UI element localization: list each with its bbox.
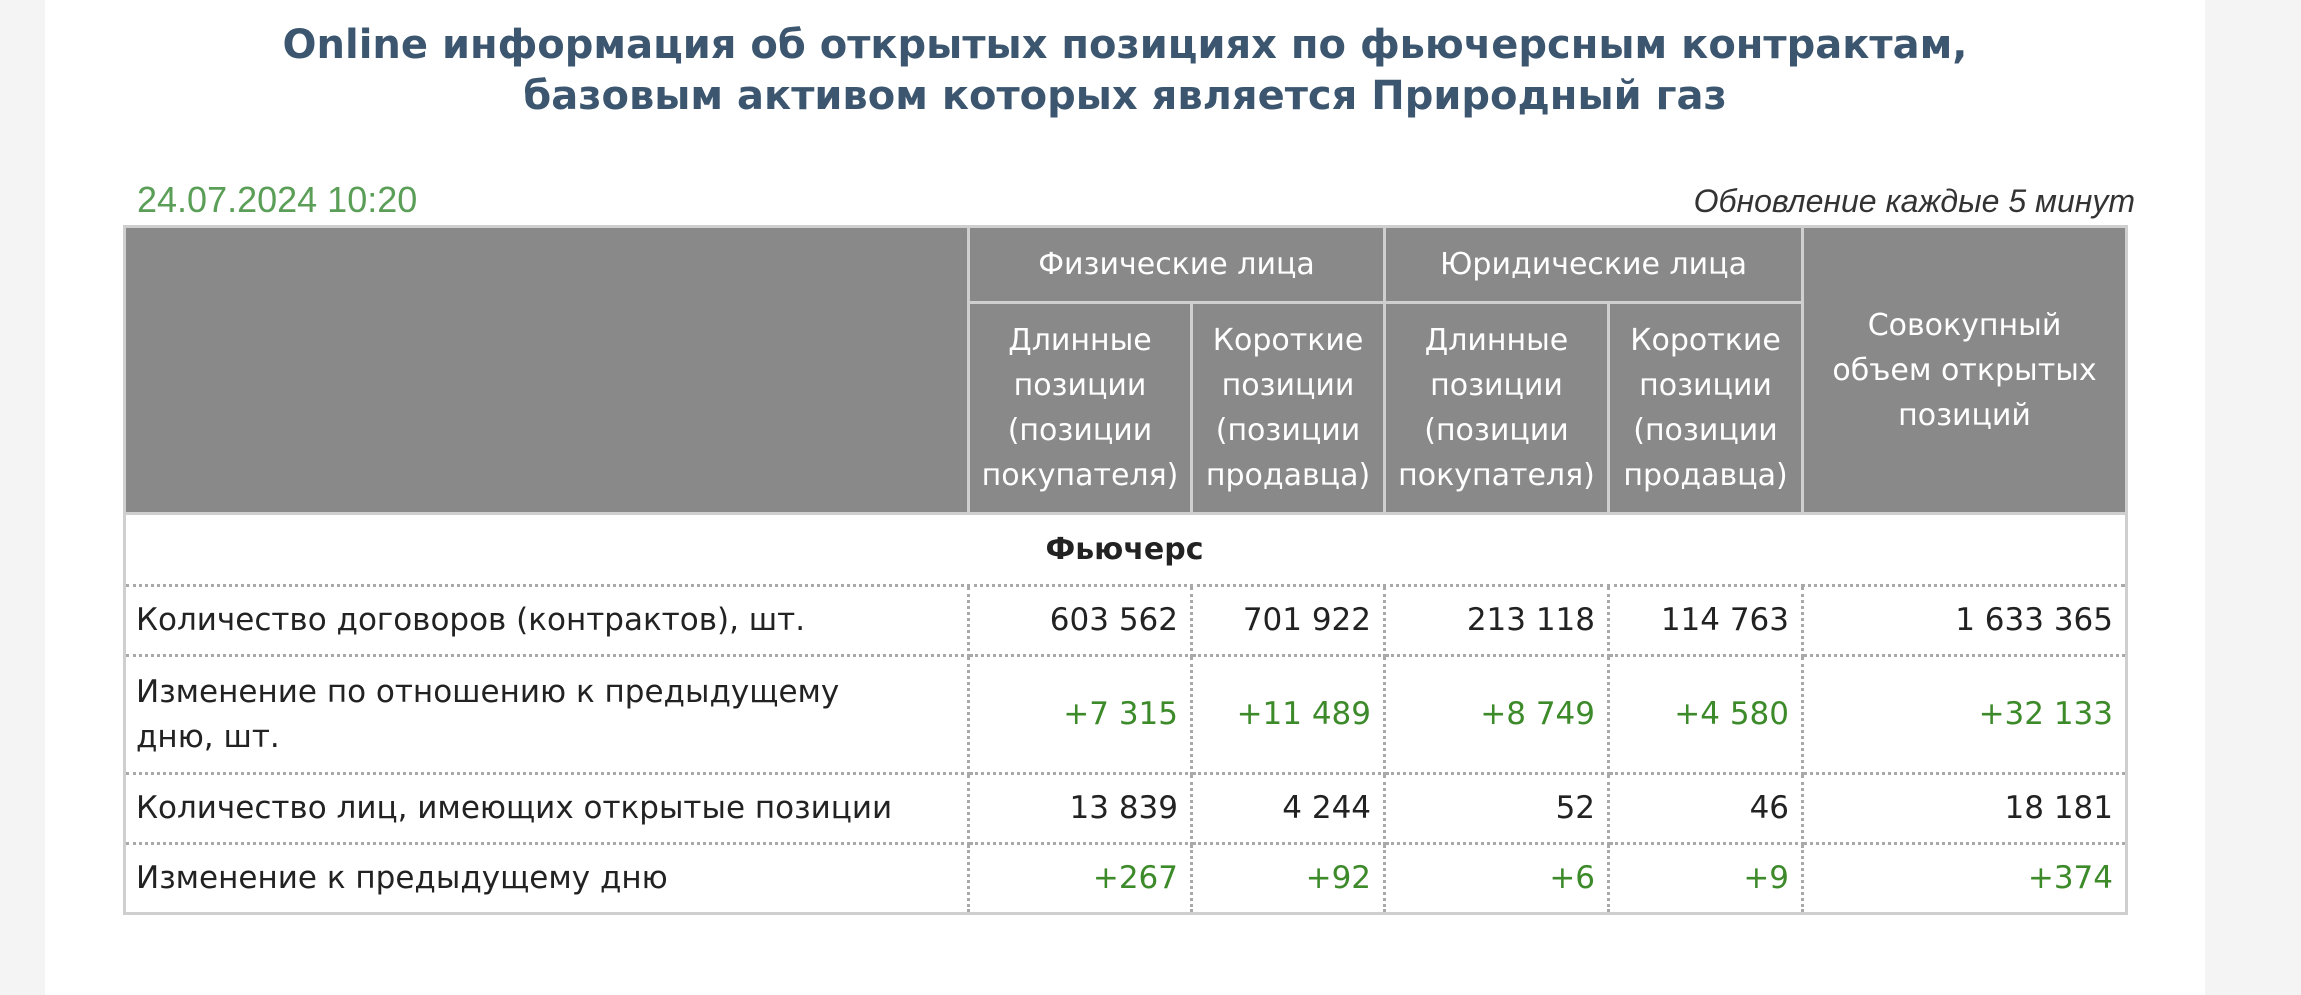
- cell-value: 114 763: [1607, 584, 1805, 657]
- cell-change-value: +4 580: [1607, 654, 1805, 775]
- row-label: Изменение по отношению к предыдущему дню…: [123, 654, 970, 775]
- row-label: Количество договоров (контрактов), шт.: [123, 584, 970, 657]
- header-total-open-interest: Совокупный объем открытых позиций: [1801, 225, 2129, 515]
- cell-change-value: +92: [1189, 842, 1387, 915]
- header-individuals-short: Короткие позиции (позиции продавца): [1189, 301, 1387, 515]
- cell-value: 13 839: [967, 772, 1193, 845]
- cell-value: 4 244: [1189, 772, 1387, 845]
- section-futures: Фьючерс: [122, 512, 2129, 587]
- page-title-line-1: Online информация об открытых позициях п…: [282, 22, 1968, 68]
- table-row: Изменение к предыдущему дню +267 +92 +6 …: [123, 842, 2129, 915]
- table-row: Количество лиц, имеющих открытые позиции…: [123, 772, 2129, 845]
- update-note: Обновление каждые 5 минут: [1693, 183, 2135, 219]
- cell-value: 18 181: [1801, 772, 2129, 845]
- row-label: Изменение к предыдущему дню: [123, 842, 970, 915]
- cell-value: 52: [1383, 772, 1611, 845]
- header-legal-entities: Юридические лица: [1383, 225, 1805, 304]
- cell-change-value: +374: [1801, 842, 2129, 915]
- empty-corner-header: [123, 225, 970, 515]
- cell-change-value: +8 749: [1383, 654, 1611, 775]
- cell-value: 701 922: [1189, 584, 1387, 657]
- header-individuals-long: Длинные позиции (позиции покупателя): [967, 301, 1193, 515]
- header-legal-long: Длинные позиции (позиции покупателя): [1383, 301, 1611, 515]
- cell-change-value: +7 315: [967, 654, 1193, 775]
- main-card: Online информация об открытых позициях п…: [45, 0, 2205, 995]
- cell-value: 213 118: [1383, 584, 1611, 657]
- open-positions-table: Физические лица Юридические лица Совокуп…: [122, 225, 2129, 915]
- table-row: Изменение по отношению к предыдущему дню…: [123, 654, 2129, 775]
- header-individuals: Физические лица: [966, 225, 1387, 304]
- cell-change-value: +32 133: [1801, 654, 2129, 775]
- cell-change-value: +9: [1607, 842, 1805, 915]
- row-label: Количество лиц, имеющих открытые позиции: [123, 772, 970, 845]
- cell-change-value: +6: [1383, 842, 1611, 915]
- page-title-line-2: базовым активом которых является Природн…: [523, 73, 1727, 119]
- page-title: Online информация об открытых позициях п…: [45, 20, 2205, 122]
- cell-change-value: +11 489: [1189, 654, 1387, 775]
- cell-value: 603 562: [967, 584, 1193, 657]
- cell-change-value: +267: [967, 842, 1193, 915]
- table-row: Количество договоров (контрактов), шт. 6…: [123, 584, 2129, 657]
- timestamp: 24.07.2024 10:20: [137, 179, 418, 220]
- header-legal-short: Короткие позиции (позиции продавца): [1607, 301, 1805, 515]
- cell-value: 46: [1607, 772, 1805, 845]
- cell-value: 1 633 365: [1801, 584, 2129, 657]
